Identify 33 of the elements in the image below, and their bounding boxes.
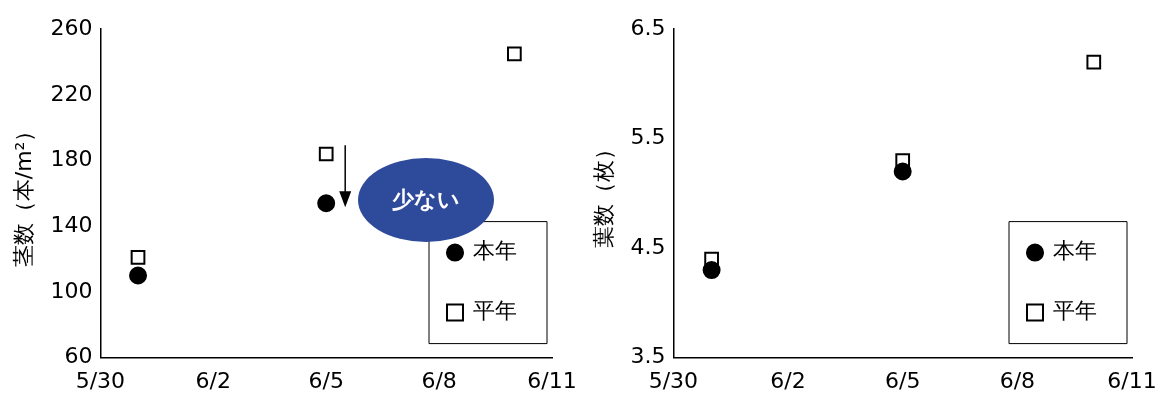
y-tick-label: 5.5 bbox=[630, 124, 666, 150]
x-tick-label: 6/5 bbox=[884, 367, 921, 393]
point bbox=[318, 146, 334, 162]
point bbox=[317, 194, 336, 213]
x-tick-label: 6/8 bbox=[999, 367, 1036, 393]
legend-label: 本年 bbox=[1053, 238, 1097, 264]
point bbox=[507, 46, 522, 62]
x-tick-label: 5/30 bbox=[648, 367, 699, 393]
y-axis-title: 葉数（枚） bbox=[590, 138, 616, 249]
y-tick-label: 3.5 bbox=[630, 343, 666, 369]
x-tick-label: 6/11 bbox=[527, 367, 577, 393]
point bbox=[130, 250, 146, 265]
y-tick-label: 4.5 bbox=[630, 233, 666, 259]
y-tick-label: 220 bbox=[50, 80, 93, 106]
x-tick-label: 6/11 bbox=[1107, 367, 1157, 393]
legend-label: 平年 bbox=[473, 298, 517, 324]
legend-label: 平年 bbox=[1053, 298, 1097, 324]
x-tick-label: 5/30 bbox=[75, 367, 126, 393]
x-tick-label: 6/2 bbox=[770, 367, 806, 393]
y-tick-label: 140 bbox=[50, 211, 93, 237]
x-tick-label: 6/2 bbox=[195, 367, 231, 393]
y-tick-label: 260 bbox=[50, 14, 93, 40]
y-tick-label: 100 bbox=[50, 277, 93, 303]
y-tick-label: 6.5 bbox=[630, 14, 666, 40]
x-tick-label: 6/5 bbox=[308, 367, 344, 393]
y-tick-label: 60 bbox=[64, 343, 93, 369]
point bbox=[1086, 54, 1102, 70]
point bbox=[129, 266, 148, 285]
y-axis-title: 茎数（本/m²） bbox=[10, 119, 36, 268]
y-tick-label: 180 bbox=[50, 146, 93, 172]
x-tick-label: 6/8 bbox=[421, 367, 457, 393]
point bbox=[893, 162, 912, 181]
point bbox=[702, 261, 721, 280]
